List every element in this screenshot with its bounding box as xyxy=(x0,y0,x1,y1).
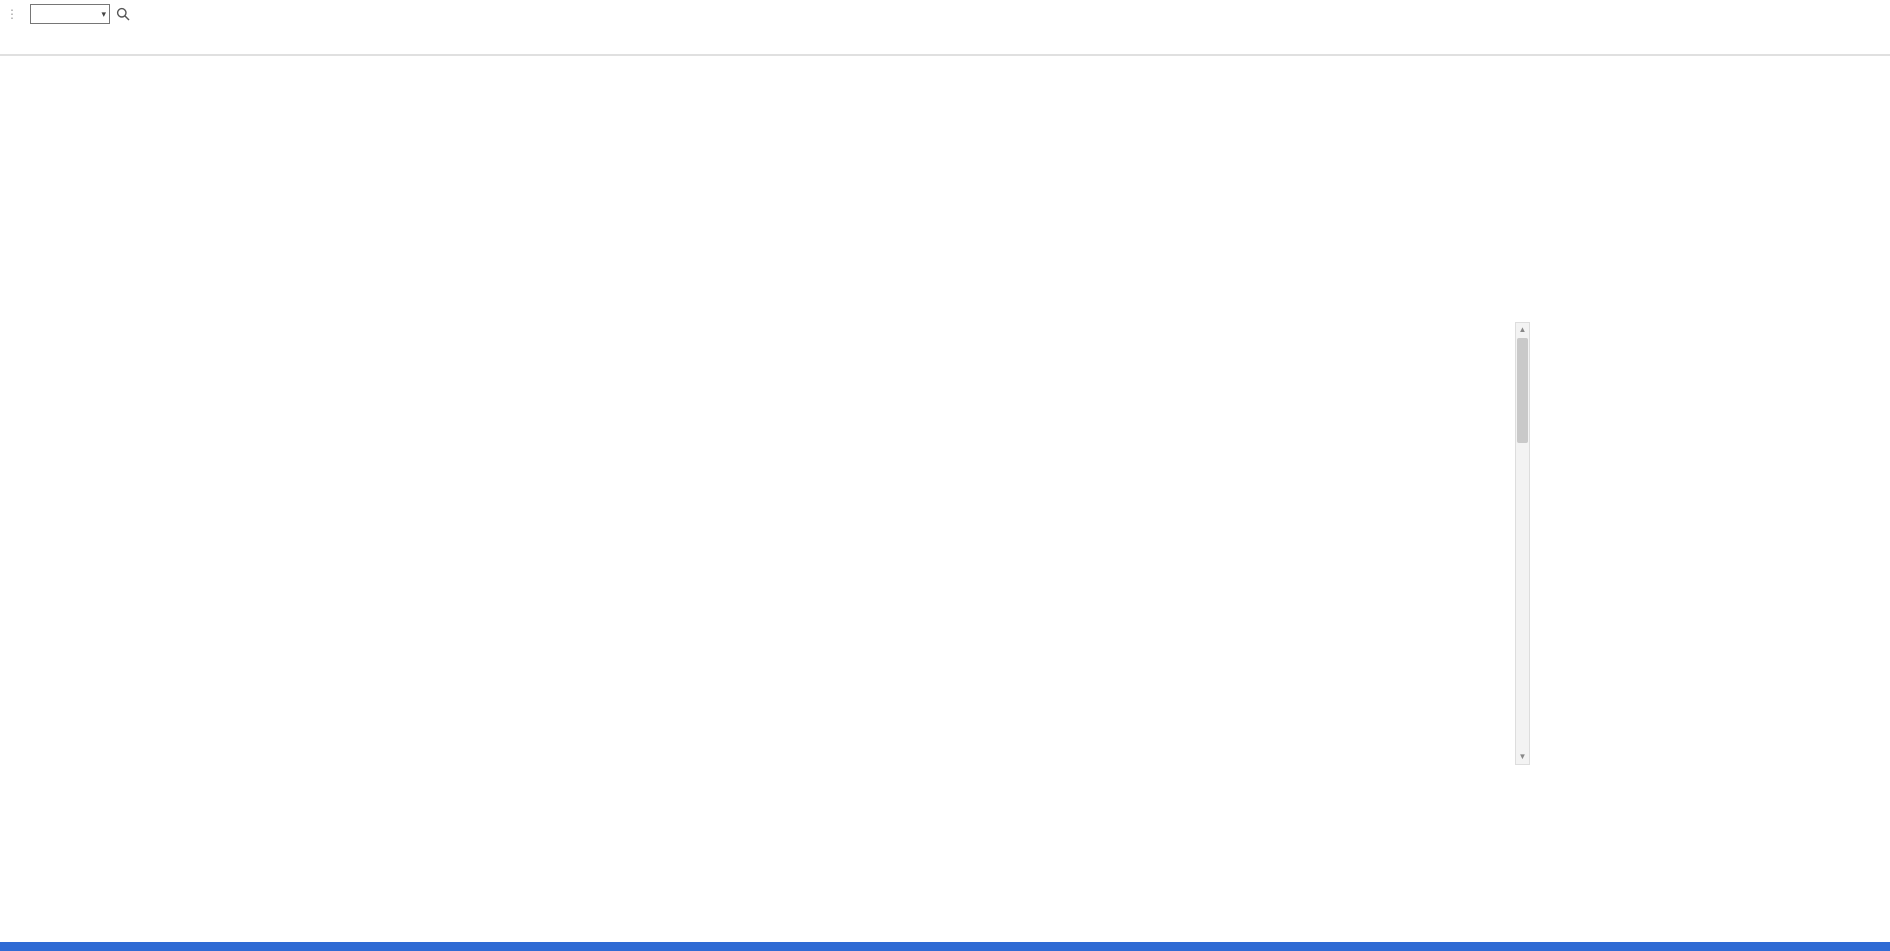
table-scrollbar[interactable]: ▲ ▼ xyxy=(1515,322,1530,765)
revenue-trend-panel xyxy=(6,538,642,758)
scroll-up-arrow[interactable]: ▲ xyxy=(1516,323,1529,337)
dropdown-caret-icon[interactable]: ▾ xyxy=(101,9,106,20)
topbar: ⋮ ▾ xyxy=(0,0,1890,28)
bottom-bar xyxy=(0,942,1890,951)
scroll-down-arrow[interactable]: ▼ xyxy=(1516,750,1529,764)
stock-code-input[interactable]: ▾ xyxy=(30,4,110,24)
drag-handle-icon: ⋮ xyxy=(6,7,18,21)
stock-app: ⋮ ▾ xyxy=(0,0,1890,56)
yoy-panel xyxy=(6,316,642,528)
annual-overlay-panel xyxy=(646,86,1514,316)
tab-bar xyxy=(0,28,1890,56)
revenue-table-section: ▲ ▼ xyxy=(646,322,1530,768)
search-icon[interactable] xyxy=(116,7,130,21)
monthly-revenue-panel xyxy=(6,86,642,314)
scrollbar-thumb[interactable] xyxy=(1517,338,1528,443)
